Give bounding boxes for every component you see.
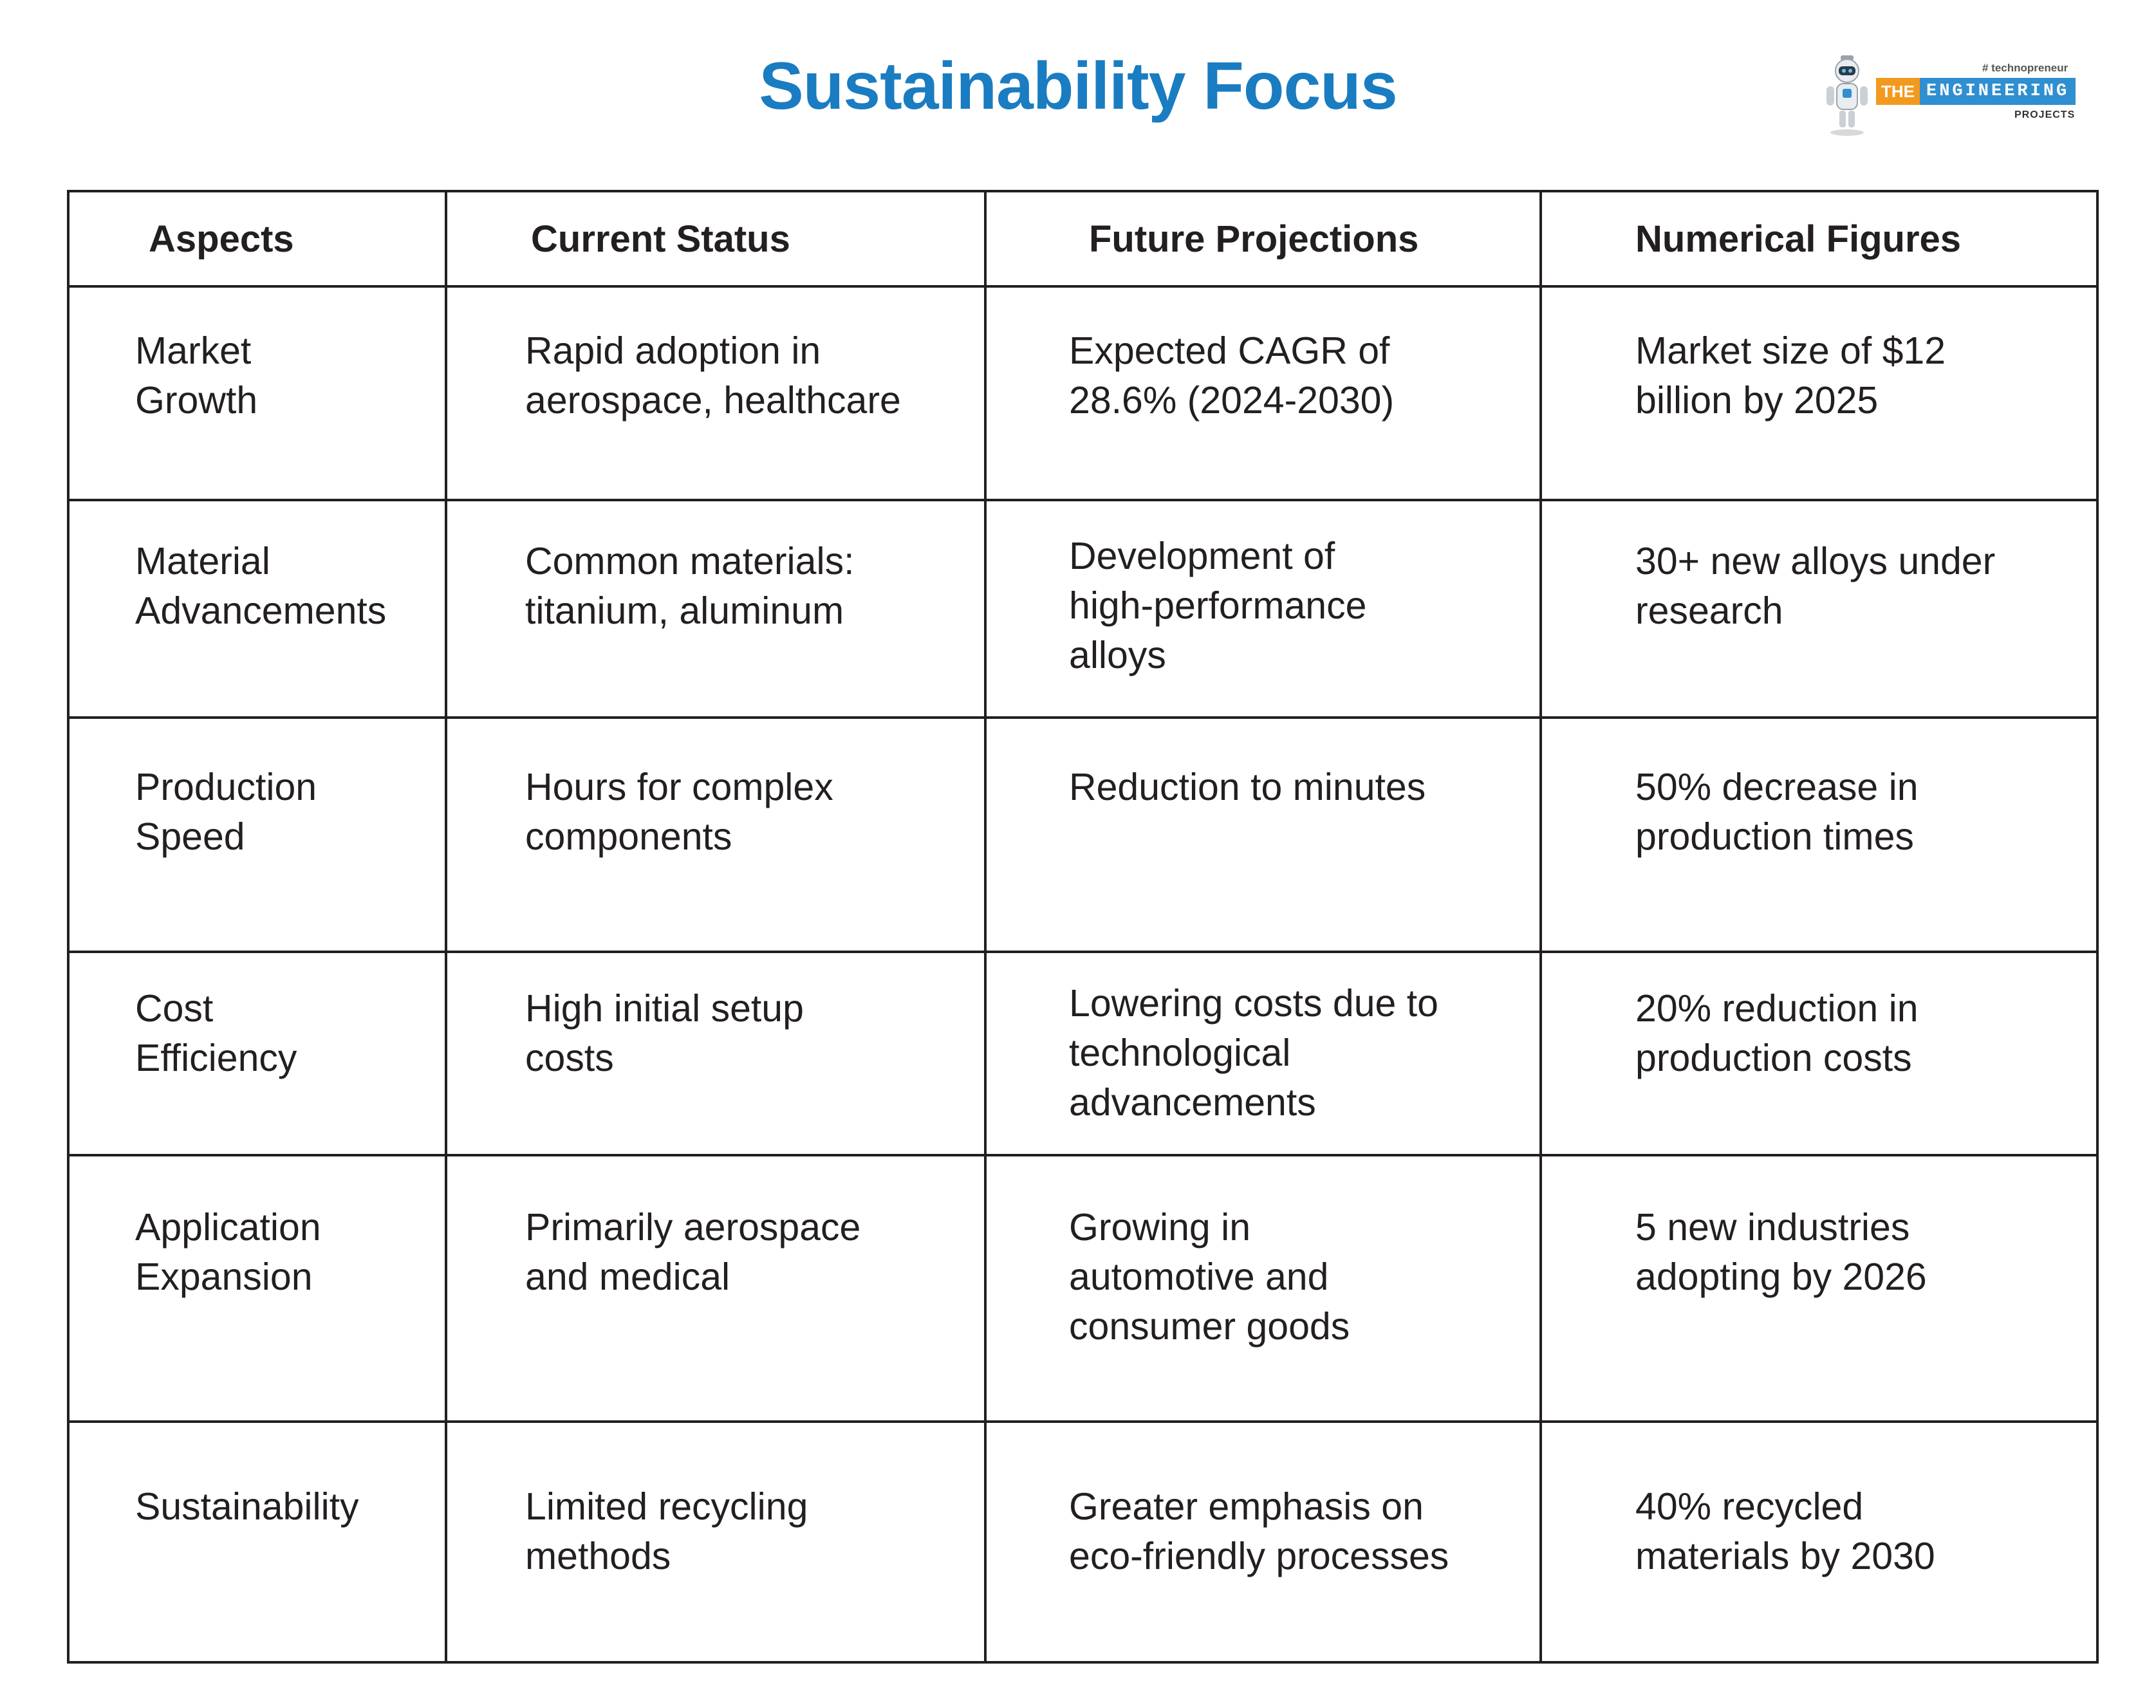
aspect-text: Material Advancements	[135, 540, 387, 632]
logo-projects: PROJECTS	[2014, 109, 2076, 120]
future-projection-text: Greater emphasis on eco-friendly process…	[1069, 1485, 1449, 1577]
numerical-figure-cell: 20% reduction in production costs	[1539, 951, 2099, 1156]
table-row: Application Expansion Primarily aerospace…	[67, 1154, 2099, 1423]
numerical-figure-cell: Market size of $12 billion by 2025	[1539, 285, 2099, 501]
future-projection-text: Growing in automotive and consumer goods	[1069, 1206, 1350, 1348]
header-aspects: Aspects	[67, 190, 447, 288]
future-projection-cell: Growing in automotive and consumer goods	[984, 1154, 1542, 1423]
logo-engineering: ENGINEERING	[1920, 78, 2076, 105]
aspect-text: Sustainability	[135, 1485, 359, 1528]
robot-mascot-icon	[1826, 55, 1868, 136]
current-status-text: Common materials: titanium, aluminum	[525, 540, 855, 632]
numerical-figure-text: 50% decrease in production times	[1635, 766, 1919, 858]
header-label: Numerical Figures	[1635, 218, 1962, 260]
header-current-status: Current Status	[445, 190, 987, 288]
numerical-figure-cell: 30+ new alloys under research	[1539, 499, 2099, 719]
future-projection-cell: Reduction to minutes	[984, 716, 1542, 953]
aspect-cell: Application Expansion	[67, 1154, 447, 1423]
logo-wordmark: THE ENGINEERING	[1876, 78, 2076, 105]
numerical-figure-text: 40% recycled materials by 2030	[1635, 1485, 1935, 1577]
numerical-figure-text: Market size of $12 billion by 2025	[1635, 330, 1946, 422]
current-status-text: Hours for complex components	[525, 766, 833, 858]
aspect-cell: Production Speed	[67, 716, 447, 953]
current-status-cell: Rapid adoption in aerospace, healthcare	[445, 285, 987, 501]
current-status-text: Primarily aerospace and medical	[525, 1206, 861, 1298]
table-row: Market Growth Rapid adoption in aerospace…	[67, 285, 2099, 501]
future-projection-text: Lowering costs due to technological adva…	[1069, 982, 1438, 1124]
header-label: Aspects	[149, 218, 294, 260]
current-status-text: Rapid adoption in aerospace, healthcare	[525, 330, 901, 422]
header-future-projections: Future Projections	[984, 190, 1542, 288]
current-status-cell: Primarily aerospace and medical	[445, 1154, 987, 1423]
sustainability-table: Aspects Current Status Future Projection…	[67, 190, 2099, 1664]
aspect-cell: Material Advancements	[67, 499, 447, 719]
numerical-figure-cell: 5 new industries adopting by 2026	[1539, 1154, 2099, 1423]
future-projection-text: Development of high-performance alloys	[1069, 535, 1367, 676]
aspect-text: Market Growth	[135, 330, 258, 422]
current-status-text: Limited recycling methods	[525, 1485, 808, 1577]
aspect-text: Production Speed	[135, 766, 317, 858]
table-row: Production Speed Hours for complex compon…	[67, 716, 2099, 953]
header-label: Current Status	[531, 218, 790, 260]
numerical-figure-text: 30+ new alloys under research	[1635, 540, 1996, 632]
page-title: Sustainability Focus	[759, 49, 1397, 124]
future-projection-text: Reduction to minutes	[1069, 766, 1426, 808]
numerical-figure-text: 20% reduction in production costs	[1635, 987, 1919, 1079]
current-status-text: High initial setup costs	[525, 987, 804, 1079]
aspect-text: Application Expansion	[135, 1206, 321, 1298]
aspect-cell: Cost Efficiency	[67, 951, 447, 1156]
numerical-figure-cell: 40% recycled materials by 2030	[1539, 1420, 2099, 1664]
brand-logo: # technopreneur THE ENGINEERING PROJECTS	[1821, 54, 2085, 138]
table-header-row: Aspects Current Status Future Projection…	[67, 190, 2099, 288]
table-row: Material Advancements Common materials: t…	[67, 499, 2099, 719]
table-row: Sustainability Limited recycling methods G…	[67, 1420, 2099, 1664]
future-projection-cell: Expected CAGR of 28.6% (2024-2030)	[984, 285, 1542, 501]
current-status-cell: High initial setup costs	[445, 951, 987, 1156]
numerical-figure-text: 5 new industries adopting by 2026	[1635, 1206, 1927, 1298]
logo-tagline: # technopreneur	[1982, 62, 2068, 74]
aspect-text: Cost Efficiency	[135, 987, 297, 1079]
aspect-cell: Sustainability	[67, 1420, 447, 1664]
table-row: Cost Efficiency High initial setup costs L…	[67, 951, 2099, 1156]
header-label: Future Projections	[1089, 218, 1419, 260]
current-status-cell: Limited recycling methods	[445, 1420, 987, 1664]
header-numerical-figures: Numerical Figures	[1539, 190, 2099, 288]
current-status-cell: Hours for complex components	[445, 716, 987, 953]
future-projection-cell: Development of high-performance alloys	[984, 499, 1542, 719]
aspect-cell: Market Growth	[67, 285, 447, 501]
future-projection-cell: Greater emphasis on eco-friendly process…	[984, 1420, 1542, 1664]
numerical-figure-cell: 50% decrease in production times	[1539, 716, 2099, 953]
future-projection-cell: Lowering costs due to technological adva…	[984, 951, 1542, 1156]
logo-the: THE	[1876, 78, 1920, 105]
current-status-cell: Common materials: titanium, aluminum	[445, 499, 987, 719]
future-projection-text: Expected CAGR of 28.6% (2024-2030)	[1069, 330, 1395, 422]
